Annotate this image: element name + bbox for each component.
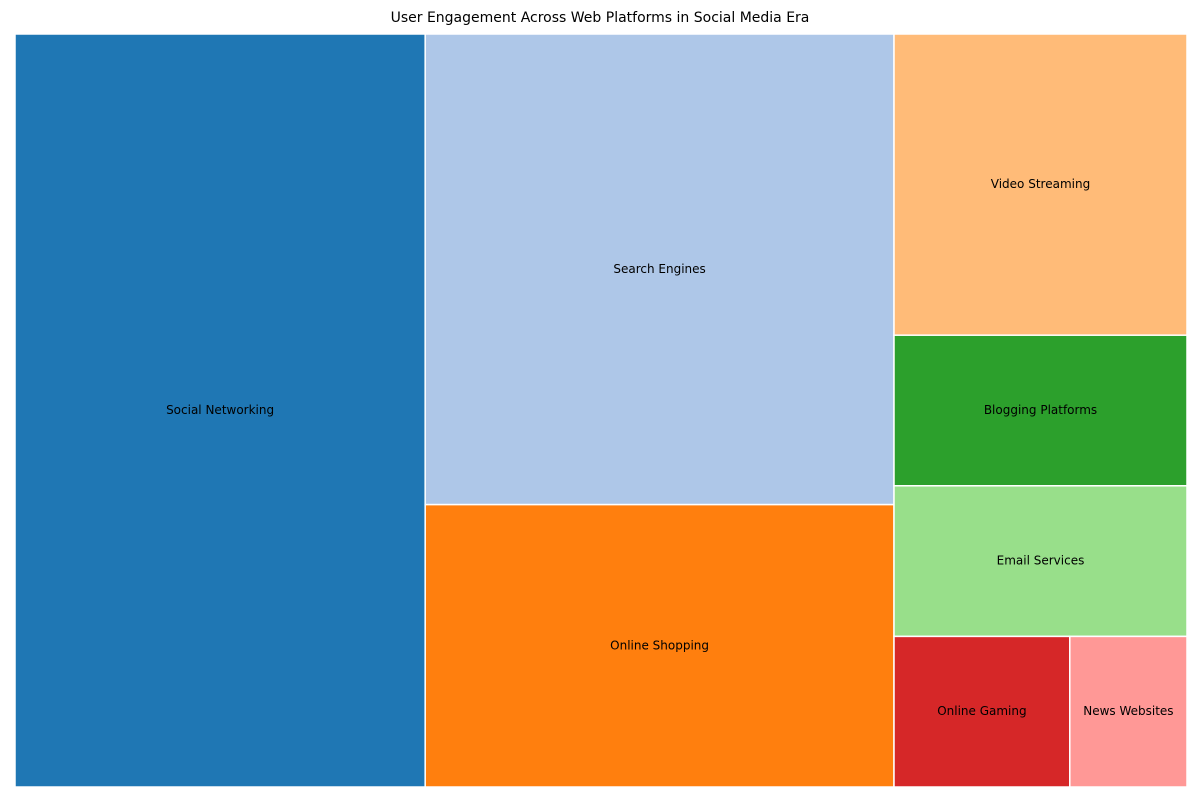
tile-video-streaming — [893, 33, 1188, 336]
chart-title: User Engagement Across Web Platforms in … — [390, 10, 810, 26]
tile-search-engines — [424, 33, 895, 506]
tile-online-gaming — [893, 635, 1071, 788]
tile-label-online-shopping: Online Shopping — [610, 638, 709, 652]
tile-label-blogging-platforms: Blogging Platforms — [984, 403, 1097, 417]
tile-label-social-networking: Social Networking — [166, 403, 274, 417]
tile-label-search-engines: Search Engines — [613, 262, 705, 276]
tile-news-websites — [1069, 635, 1188, 788]
tile-label-video-streaming: Video Streaming — [991, 177, 1090, 191]
tile-blogging-platforms — [893, 334, 1188, 487]
tile-label-online-gaming: Online Gaming — [937, 704, 1026, 718]
tile-label-news-websites: News Websites — [1083, 704, 1173, 718]
tile-email-services — [893, 485, 1188, 638]
tile-label-email-services: Email Services — [997, 554, 1085, 568]
